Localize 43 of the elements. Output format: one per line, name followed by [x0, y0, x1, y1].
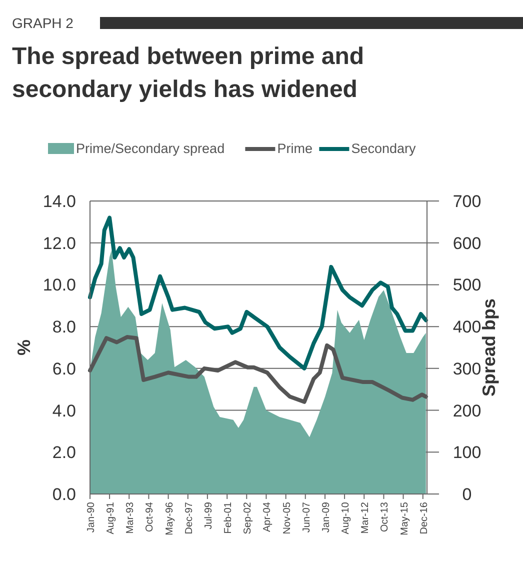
x-tick-label: Oct-94: [144, 502, 156, 532]
x-tick-label: Jun-07: [301, 502, 312, 533]
y2-axis-title: Spread bps: [479, 298, 499, 397]
x-tick-label: Aug-10: [340, 502, 352, 534]
chart-title: The spread between prime and secondary yields has widened: [12, 43, 364, 103]
x-tick-label: Oct-13: [380, 502, 391, 532]
x-tick-label: Nov-05: [282, 502, 293, 534]
y2-tick-label: 700: [452, 192, 482, 211]
x-tick-label: Dec-16: [418, 502, 430, 534]
x-tick-label: Mar-93: [125, 502, 136, 534]
x-tick-label: Aug-91: [106, 502, 117, 534]
y2-tick-label: 400: [452, 318, 482, 337]
y-tick-label: 12.0: [42, 234, 76, 253]
y-axis-title: %: [14, 339, 34, 356]
x-tick-label: Mar-12: [360, 502, 372, 534]
y-tick-label: 8.0: [52, 318, 76, 337]
y2-tick-label: 100: [452, 443, 482, 462]
line-series: [88, 335, 428, 404]
x-tick-label: Jul-99: [203, 502, 214, 530]
x-tick-label: Apr-04: [262, 502, 274, 532]
legend-label: Prime/Secondary spread: [76, 141, 225, 156]
x-tick-label: Sep-02: [242, 502, 254, 534]
y2-tick-label: 600: [452, 234, 482, 253]
y-tick-label: 10.0: [42, 276, 76, 295]
x-tick-label: Jan-09: [321, 502, 332, 533]
x-tick-label: May-96: [164, 502, 176, 536]
y2-tick-label: 0: [462, 485, 472, 504]
y-tick-label: 4.0: [52, 401, 76, 420]
y2-tick-label: 300: [452, 359, 482, 378]
legend-label: Secondary: [351, 141, 416, 156]
y-tick-label: 6.0: [52, 359, 76, 378]
y2-tick-label: 200: [452, 401, 482, 420]
y-tick-label: 14.0: [42, 192, 76, 211]
y-tick-label: 2.0: [52, 443, 76, 462]
x-tick-label: Jan-90: [86, 502, 97, 533]
y2-tick-label: 500: [452, 276, 482, 295]
x-tick-label: Dec-97: [184, 502, 195, 534]
line-series: [88, 216, 428, 370]
legend-label: Prime: [277, 141, 312, 156]
x-tick-label: May-15: [399, 502, 410, 536]
x-tick-label: Feb-01: [223, 502, 234, 534]
chart-subtitle: GRAPH 2: [12, 15, 74, 31]
y-tick-label: 0.0: [52, 485, 76, 504]
